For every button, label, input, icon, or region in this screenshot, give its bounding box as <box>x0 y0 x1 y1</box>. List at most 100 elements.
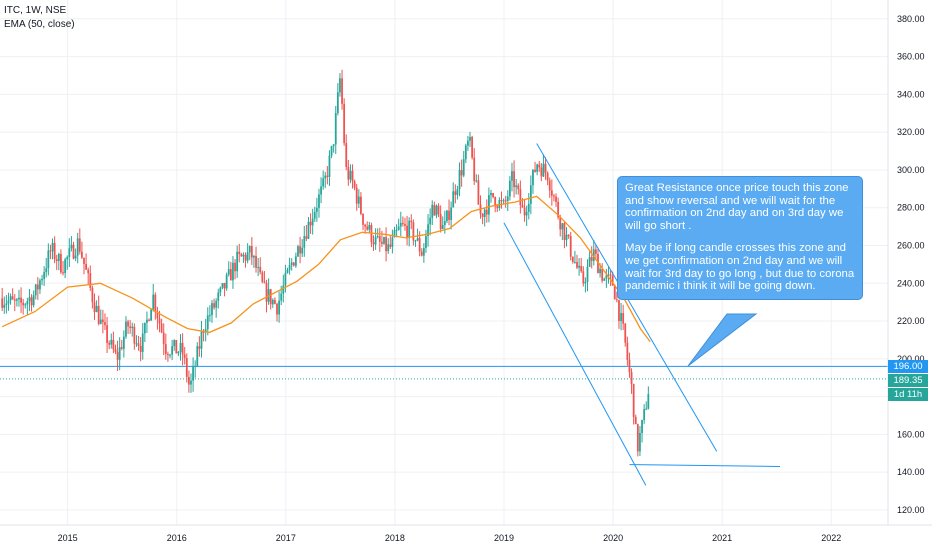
candle-body <box>3 304 6 308</box>
candle-body <box>364 224 367 227</box>
candle-body <box>47 250 50 269</box>
candle-body <box>519 189 522 206</box>
candle-body <box>592 249 595 261</box>
candle-body <box>345 143 348 167</box>
candle-body <box>422 247 425 256</box>
candle-body <box>213 303 215 308</box>
candle-body <box>515 185 518 188</box>
price-tick-label: 220.00 <box>897 316 925 326</box>
time-tick-label: 2021 <box>712 533 732 543</box>
candle-body <box>89 273 92 288</box>
candle-body <box>51 242 54 252</box>
candle-body <box>120 347 123 349</box>
candle-body <box>517 185 520 190</box>
candle-body <box>127 321 129 327</box>
candle-body <box>618 300 620 322</box>
candle-body <box>641 420 643 434</box>
candle-body <box>441 224 444 230</box>
candle-body <box>101 319 104 323</box>
candle-body <box>129 326 132 329</box>
candle-body <box>473 157 476 182</box>
indicator-legend[interactable]: EMA (50, close) <box>4 19 75 30</box>
candle-body <box>378 236 381 242</box>
candle-body <box>301 247 304 254</box>
candle-body <box>305 236 308 239</box>
candle-body <box>76 238 79 256</box>
candle-body <box>605 275 608 279</box>
candle-body <box>628 359 631 373</box>
callout-text-short-plan: Great Resistance once price touch this z… <box>625 182 849 232</box>
candle-body <box>353 181 356 188</box>
candle-body <box>97 305 100 324</box>
candle-body <box>599 268 601 274</box>
candle-body <box>269 289 272 305</box>
price-axis[interactable]: 120.00140.00160.00180.00200.00220.00240.… <box>897 14 925 515</box>
candle-body <box>643 409 646 421</box>
candle-body <box>41 278 43 281</box>
candle-body <box>357 196 360 204</box>
candle-body <box>341 78 343 104</box>
candle-body <box>60 253 62 273</box>
candle-body <box>410 220 413 223</box>
time-tick-label: 2020 <box>603 533 623 543</box>
candle-body <box>227 269 230 275</box>
candle-body <box>385 237 387 252</box>
candle-body <box>253 256 255 258</box>
candle-body <box>347 166 350 180</box>
candle-body <box>395 230 398 232</box>
candle-body <box>28 297 31 302</box>
candle-body <box>299 246 301 254</box>
candle-body <box>39 280 41 290</box>
candle-body <box>242 254 245 257</box>
candle-body <box>143 322 146 334</box>
candle-body <box>620 313 622 322</box>
candle-body <box>492 192 494 198</box>
candle-body <box>437 205 440 215</box>
candle-body <box>542 163 545 177</box>
candle-body <box>475 180 478 182</box>
candle-body <box>221 283 224 288</box>
candle-body <box>569 236 572 257</box>
price-tick-label: 260.00 <box>897 241 925 251</box>
candle-body <box>376 236 379 238</box>
candle-body <box>177 352 180 354</box>
candle-body <box>611 275 614 286</box>
candle-body <box>250 246 253 258</box>
candle-body <box>240 254 243 257</box>
candle-body <box>85 263 87 270</box>
candle-body <box>416 238 419 241</box>
candle-body <box>318 194 320 208</box>
candle-body <box>561 223 564 230</box>
callout-pointer <box>687 313 758 367</box>
candle-body <box>597 253 599 274</box>
candle-body <box>11 296 14 300</box>
candle-body <box>544 163 547 173</box>
candle-body <box>154 294 157 313</box>
candle-body <box>389 244 392 247</box>
candle-body <box>265 282 268 302</box>
candle-body <box>580 265 583 272</box>
candle-body <box>148 319 150 321</box>
candle-body <box>427 224 429 236</box>
candle-body <box>215 300 218 308</box>
candle-body <box>286 269 289 273</box>
symbol-legend[interactable]: ITC, 1W, NSE <box>4 5 67 16</box>
candle-body <box>399 222 402 227</box>
time-axis[interactable]: 2015 2016 2017 2018 2019 2020 2021 2022 <box>58 533 842 543</box>
candle-body <box>53 242 56 260</box>
candle-body <box>139 345 142 352</box>
trend-line <box>503 222 647 486</box>
price-tick-label: 360.00 <box>897 52 925 62</box>
candle-body <box>64 259 67 273</box>
candle-body <box>81 251 83 258</box>
candle-body <box>404 224 406 226</box>
candle-body <box>439 214 442 230</box>
price-tick-label: 240.00 <box>897 278 925 288</box>
analysis-callout[interactable]: Great Resistance once price touch this z… <box>617 176 863 300</box>
candle-body <box>584 282 587 284</box>
callout-text-long-plan: May be if long candle crosses this zone … <box>625 242 855 293</box>
candle-body <box>500 200 503 202</box>
ema-50-line <box>1 195 651 343</box>
candle-body <box>555 196 557 202</box>
